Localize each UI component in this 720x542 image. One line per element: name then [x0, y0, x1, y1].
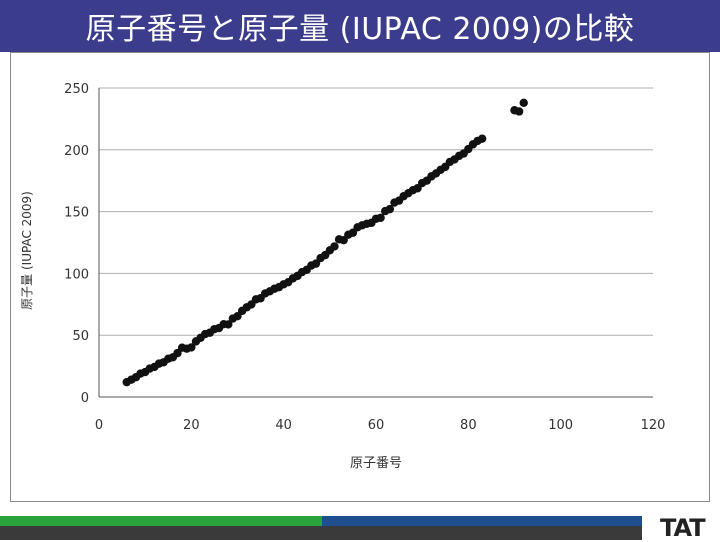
data-point	[477, 134, 487, 143]
footer-bars	[0, 516, 720, 540]
x-axis-label: 原子番号	[350, 456, 402, 471]
data-point	[376, 213, 385, 222]
footer-dark-bar	[0, 526, 642, 540]
data-point	[519, 98, 528, 108]
data-point	[311, 259, 321, 268]
slide-title: 原子番号と原子量 (IUPAC 2009)の比較	[0, 0, 720, 52]
y-tick-label: 150	[64, 206, 89, 221]
y-tick-label: 200	[64, 144, 89, 159]
y-tick-label: 0	[81, 391, 89, 406]
x-tick-label: 80	[460, 418, 477, 433]
data-points	[122, 98, 528, 387]
footer-blue-bar	[322, 516, 642, 526]
data-point	[514, 107, 524, 116]
data-point	[187, 343, 196, 352]
x-tick-label: 100	[548, 418, 573, 433]
data-point	[224, 320, 233, 329]
x-tick-label: 60	[368, 418, 385, 433]
x-tick-label: 20	[183, 418, 200, 433]
footer-green-bar	[0, 516, 322, 526]
y-tick-label: 50	[72, 329, 89, 344]
axes	[98, 88, 653, 398]
x-tick-label: 40	[275, 418, 292, 433]
data-point	[385, 204, 395, 214]
x-tick-label: 120	[641, 418, 666, 433]
data-point	[330, 242, 339, 251]
y-tick-label: 100	[64, 267, 89, 282]
grid-lines	[99, 87, 653, 336]
y-axis-label: 原子量 (IUPAC 2009)	[20, 191, 34, 310]
chart-frame: 0 50 100 150 200 250 0 20 40 60 80 100 120 原子番号 原子量 …	[10, 52, 710, 502]
tick-labels: 0 50 100 150 200 250 0 20 40 60 80 100 120	[64, 82, 665, 433]
y-tick-label: 250	[64, 82, 89, 97]
scatter-chart: 0 50 100 150 200 250 0 20 40 60 80 100 120 原子番号 原子量 …	[20, 82, 665, 471]
x-tick-label: 0	[95, 418, 103, 433]
tat-logo: TAT	[660, 514, 706, 542]
